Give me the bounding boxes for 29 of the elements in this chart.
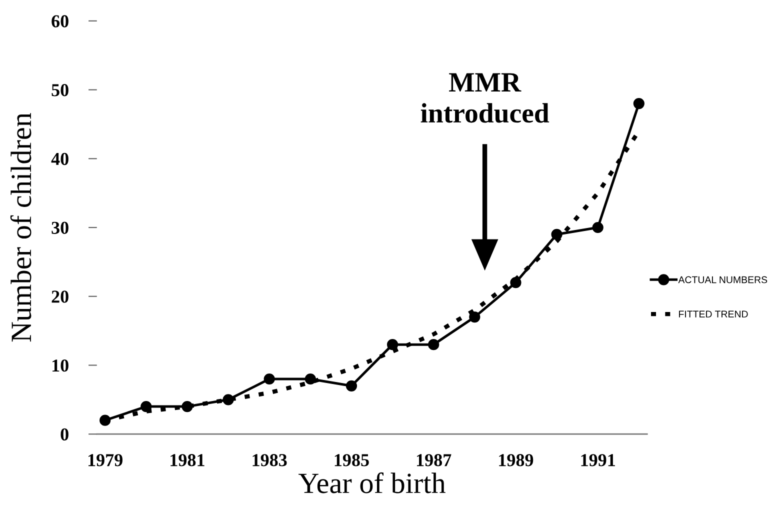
y-tick-label: 40 <box>51 152 68 166</box>
y-tick-label: 10 <box>52 359 68 372</box>
y-axis-title: Number of children <box>10 112 32 342</box>
x-axis-title: Year of birth <box>298 472 446 494</box>
y-tick-label: 50 <box>52 84 68 96</box>
x-tick-label: 1983 <box>252 454 287 466</box>
annotation: MMR introduced <box>420 73 550 123</box>
x-tick-label: 1979 <box>88 454 122 466</box>
point <box>551 228 562 240</box>
point <box>140 400 152 412</box>
legend-label: FITTED TREND <box>679 310 748 318</box>
legend-label: ACTUAL NUMBERS <box>678 276 768 284</box>
point <box>264 373 275 385</box>
y-tick-label: 60 <box>52 15 68 28</box>
x-tick-label: 1981 <box>170 454 204 466</box>
point <box>592 222 604 234</box>
x-tick-label: 1987 <box>416 454 452 466</box>
point <box>386 339 398 350</box>
point <box>633 98 644 110</box>
y-tick-label: 30 <box>52 222 68 234</box>
point <box>346 380 358 392</box>
y-tick-label: 0 <box>60 428 68 441</box>
x-tick-label: 1985 <box>334 454 369 466</box>
point <box>304 373 316 385</box>
point <box>428 339 440 350</box>
x-tick-label: 1989 <box>499 454 534 466</box>
y-tick-label: 20 <box>52 290 68 303</box>
x-tick-label: 1991 <box>581 454 615 466</box>
point <box>469 311 480 323</box>
